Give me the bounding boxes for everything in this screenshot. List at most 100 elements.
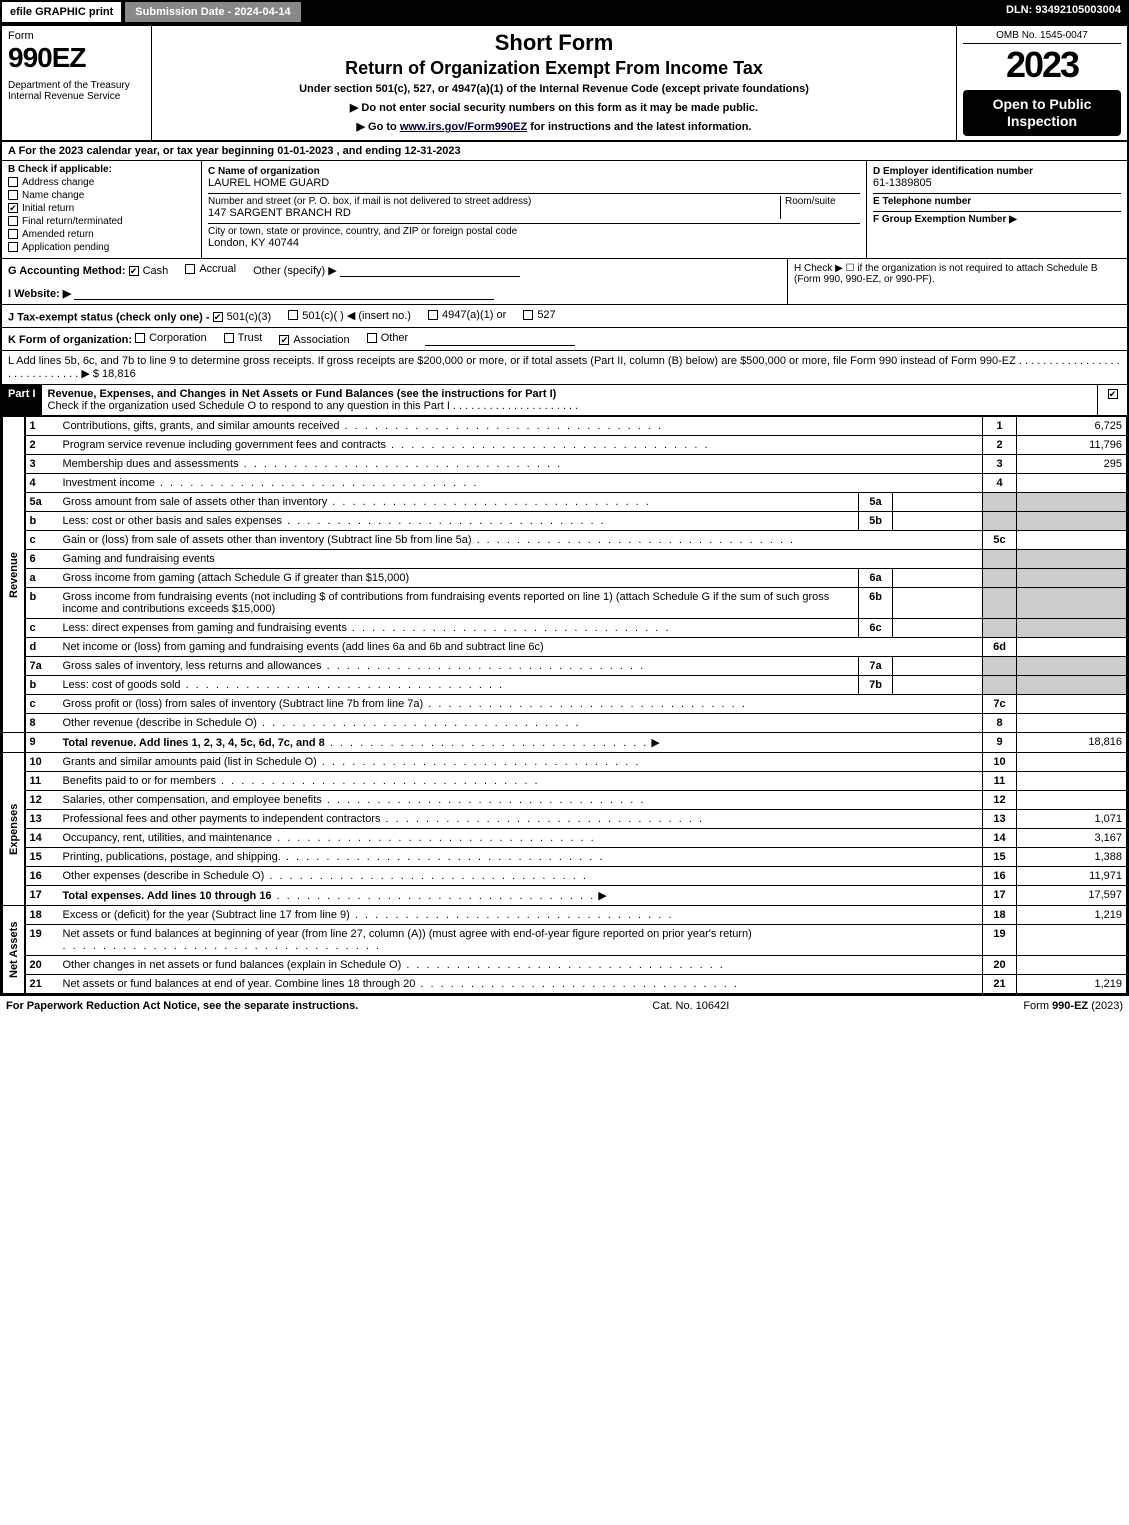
line-num: 1 xyxy=(25,417,59,436)
part-1-check-line: Check if the organization used Schedule … xyxy=(48,400,579,412)
grey-cell xyxy=(1017,493,1127,512)
line-6b: b Gross income from fundraising events (… xyxy=(3,588,1127,619)
j-4947-label: 4947(a)(1) or xyxy=(442,309,506,321)
checkbox-icon[interactable] xyxy=(8,216,18,226)
submission-date-label: Submission Date - 2024-04-14 xyxy=(123,0,302,24)
line-13: 13 Professional fees and other payments … xyxy=(3,810,1127,829)
k-other-input[interactable] xyxy=(425,334,575,346)
grey-cell xyxy=(1017,619,1127,638)
website-input[interactable] xyxy=(74,288,494,300)
j-501c-option[interactable]: 501(c)( ) ◀ (insert no.) xyxy=(288,309,411,322)
line-amt: 6,725 xyxy=(1017,417,1127,436)
line-num: c xyxy=(25,619,59,638)
j-4947-option[interactable]: 4947(a)(1) or xyxy=(428,309,506,321)
sub-box: 6c xyxy=(859,619,893,638)
check-application-pending[interactable]: Application pending xyxy=(8,242,195,253)
org-name-box: C Name of organization LAUREL HOME GUARD xyxy=(208,164,860,194)
checkbox-icon[interactable] xyxy=(288,310,298,320)
city-label: City or town, state or province, country… xyxy=(208,226,860,237)
line-8: 8 Other revenue (describe in Schedule O)… xyxy=(3,714,1127,733)
check-address-change[interactable]: Address change xyxy=(8,177,195,188)
checkbox-icon[interactable] xyxy=(8,203,18,213)
section-b-through-f: B Check if applicable: Address change Na… xyxy=(2,161,1127,259)
j-501c3-option[interactable]: 501(c)(3) xyxy=(213,311,272,323)
room-label: Room/suite xyxy=(785,196,860,207)
h-schedule-b: H Check ▶ ☐ if the organization is not r… xyxy=(787,259,1127,304)
row-j-tax-exempt: J Tax-exempt status (check only one) - 5… xyxy=(2,305,1127,329)
g-label: G Accounting Method: xyxy=(8,265,126,277)
check-final-return[interactable]: Final return/terminated xyxy=(8,216,195,227)
line-amt: 295 xyxy=(1017,455,1127,474)
line-desc: Gross income from fundraising events (no… xyxy=(59,588,859,619)
checkbox-icon[interactable] xyxy=(8,229,18,239)
check-label: Amended return xyxy=(22,229,94,240)
checkbox-icon[interactable] xyxy=(8,177,18,187)
check-label: Final return/terminated xyxy=(22,216,123,227)
check-initial-return[interactable]: Initial return xyxy=(8,203,195,214)
checkbox-icon[interactable] xyxy=(224,333,234,343)
line-desc: Gross amount from sale of assets other t… xyxy=(59,493,859,512)
line-box: 13 xyxy=(983,810,1017,829)
line-num: 10 xyxy=(25,753,59,772)
l-amount: 18,816 xyxy=(102,368,136,380)
line-amt xyxy=(1017,791,1127,810)
line-box: 12 xyxy=(983,791,1017,810)
checkbox-icon[interactable] xyxy=(213,312,223,322)
footer-right-post: (2023) xyxy=(1088,1000,1123,1012)
checkbox-icon[interactable] xyxy=(8,242,18,252)
dln-label: DLN: 93492105003004 xyxy=(998,0,1129,24)
checkbox-icon[interactable] xyxy=(279,335,289,345)
f-group-box: F Group Exemption Number ▶ xyxy=(873,212,1121,229)
g-cash-option[interactable]: Cash xyxy=(129,265,169,277)
top-bar: efile GRAPHIC print Submission Date - 20… xyxy=(0,0,1129,24)
line-box: 20 xyxy=(983,956,1017,975)
d-label: D Employer identification number xyxy=(873,166,1121,177)
k-other-option[interactable]: Other xyxy=(367,332,409,344)
form-title-main: Return of Organization Exempt From Incom… xyxy=(158,58,950,79)
checkbox-icon[interactable] xyxy=(8,190,18,200)
g-other-input[interactable] xyxy=(340,265,520,277)
line-box: 16 xyxy=(983,867,1017,886)
j-527-option[interactable]: 527 xyxy=(523,309,555,321)
grey-cell xyxy=(983,512,1017,531)
part-1-title-wrap: Revenue, Expenses, and Changes in Net As… xyxy=(42,385,1097,415)
checkbox-icon[interactable] xyxy=(135,333,145,343)
k-assoc-option[interactable]: Association xyxy=(279,334,349,346)
checkbox-icon[interactable] xyxy=(129,266,139,276)
checkbox-icon[interactable] xyxy=(523,310,533,320)
checkbox-icon[interactable] xyxy=(1108,389,1118,399)
line-num: 8 xyxy=(25,714,59,733)
k-corp-label: Corporation xyxy=(149,332,206,344)
irs-link[interactable]: www.irs.gov/Form990EZ xyxy=(400,121,527,133)
line-num: 7a xyxy=(25,657,59,676)
checkbox-icon[interactable] xyxy=(428,310,438,320)
part-1-bar: Part I xyxy=(2,385,42,415)
line-21: 21 Net assets or fund balances at end of… xyxy=(3,975,1127,994)
line-amt xyxy=(1017,753,1127,772)
line-num: 12 xyxy=(25,791,59,810)
efile-print-label[interactable]: efile GRAPHIC print xyxy=(0,0,123,24)
check-name-change[interactable]: Name change xyxy=(8,190,195,201)
line-desc: Total revenue. Add lines 1, 2, 3, 4, 5c,… xyxy=(59,733,983,753)
line-num: 19 xyxy=(25,925,59,956)
topbar-spacer xyxy=(303,0,998,24)
form-header: Form 990EZ Department of the Treasury In… xyxy=(2,26,1127,142)
line-num: 2 xyxy=(25,436,59,455)
sub-amt xyxy=(893,512,983,531)
k-trust-option[interactable]: Trust xyxy=(224,332,263,344)
omb-number: OMB No. 1545-0047 xyxy=(963,30,1121,44)
g-accrual-option[interactable]: Accrual xyxy=(185,263,236,275)
check-amended-return[interactable]: Amended return xyxy=(8,229,195,240)
line-desc: Total expenses. Add lines 10 through 16 … xyxy=(59,886,983,906)
line-desc: Less: cost or other basis and sales expe… xyxy=(59,512,859,531)
grey-cell xyxy=(983,619,1017,638)
line-desc: Net assets or fund balances at end of ye… xyxy=(59,975,983,994)
tax-year: 2023 xyxy=(963,44,1121,86)
line-amt xyxy=(1017,714,1127,733)
checkbox-icon[interactable] xyxy=(185,264,195,274)
footer-mid: Cat. No. 10642I xyxy=(652,1000,729,1012)
checkbox-icon[interactable] xyxy=(367,333,377,343)
line-desc: Net income or (loss) from gaming and fun… xyxy=(59,638,983,657)
k-corp-option[interactable]: Corporation xyxy=(135,332,206,344)
line-box: 1 xyxy=(983,417,1017,436)
